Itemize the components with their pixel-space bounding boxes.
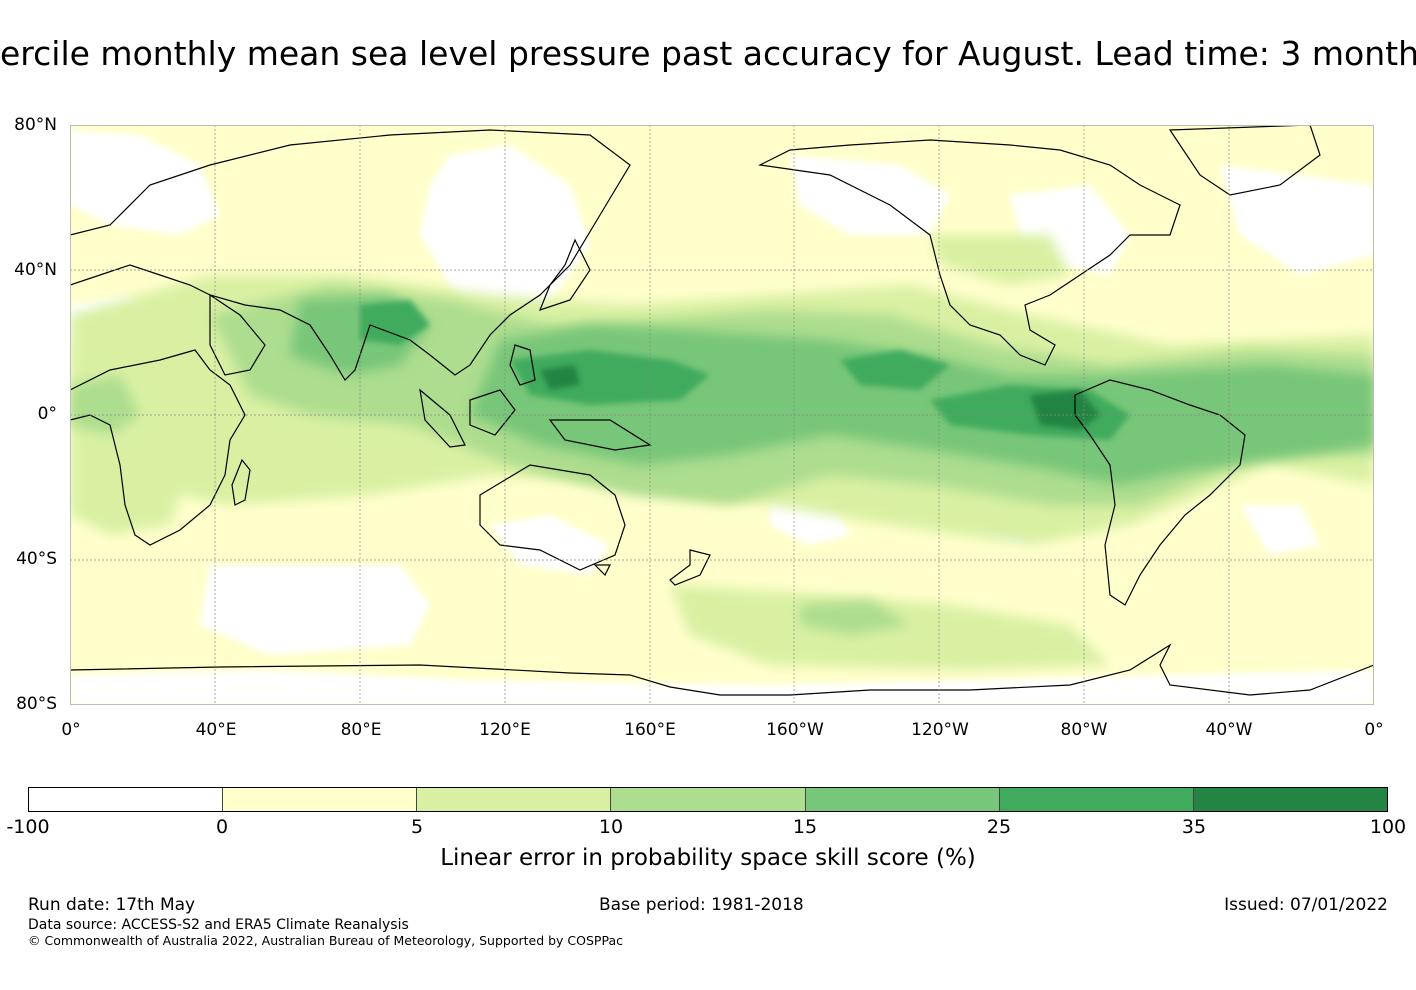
skill-band-35-100 <box>540 365 1100 430</box>
north-america-coast <box>758 139 1181 366</box>
madagascar-coast <box>231 458 251 506</box>
run-date: Run date: 17th May <box>28 895 196 915</box>
lon-label-120w: 120°W <box>911 720 969 740</box>
lon-label-80w: 80°W <box>1060 720 1108 740</box>
colorbar-segment-5 <box>805 788 1000 811</box>
africa-coast <box>70 349 246 546</box>
issued-date: Issued: 07/01/2022 <box>1224 895 1388 915</box>
colorbar-tick: 35 <box>1181 816 1207 838</box>
australia-coast <box>479 464 626 571</box>
lat-label-0: 0° <box>37 404 57 424</box>
colorbar <box>28 787 1388 812</box>
colorbar-segment-3 <box>417 788 612 811</box>
skill-band-25-35 <box>360 300 1130 440</box>
colorbar-tick: 15 <box>792 816 818 838</box>
skill-map <box>70 125 1374 705</box>
colorbar-tick: 10 <box>598 816 624 838</box>
coastlines <box>70 125 1374 696</box>
lat-label-80s: 80°S <box>16 694 57 714</box>
colorbar-segment-1 <box>29 788 224 811</box>
lon-label-160e: 160°E <box>624 720 676 740</box>
data-source: Data source: ACCESS-S2 and ERA5 Climate … <box>28 917 409 933</box>
antarctica-coast <box>70 643 1374 696</box>
sumatra-coast <box>419 388 466 448</box>
lat-label-80n: 80°N <box>14 115 57 135</box>
lat-label-40n: 40°N <box>14 260 57 280</box>
new-guinea-coast <box>548 419 652 451</box>
lon-label-0-right: 0° <box>1364 720 1384 740</box>
arabia-coast <box>209 293 266 376</box>
lon-label-40w: 40°W <box>1205 720 1253 740</box>
graticule <box>70 125 1374 705</box>
colorbar-segment-4 <box>611 788 806 811</box>
skill-map-canvas <box>70 125 1374 705</box>
south-america-coast <box>1074 379 1246 606</box>
map-frame <box>70 125 1374 705</box>
greenland-coast <box>1168 125 1321 196</box>
tasmania-coast <box>593 564 611 577</box>
lon-label-40e: 40°E <box>195 720 237 740</box>
lon-label-80e: 80°E <box>340 720 382 740</box>
colorbar-tick: -100 <box>6 816 50 838</box>
lon-label-0-left: 0° <box>61 720 81 740</box>
colorbar-segment-7 <box>1193 788 1387 811</box>
lon-label-120e: 120°E <box>479 720 531 740</box>
lon-label-160w: 160°W <box>766 720 824 740</box>
colorbar-tick: 25 <box>986 816 1012 838</box>
lat-label-40s: 40°S <box>16 549 57 569</box>
copyright: © Commonwealth of Australia 2022, Austra… <box>28 933 623 948</box>
nz-coast <box>669 549 711 586</box>
map-title: ercile monthly mean sea level pressure p… <box>0 34 1416 73</box>
colorbar-tick: 0 <box>215 816 229 838</box>
colorbar-label: Linear error in probability space skill … <box>440 845 976 871</box>
colorbar-tick: 100 <box>1369 816 1407 838</box>
base-period: Base period: 1981-2018 <box>599 895 804 915</box>
colorbar-segment-6 <box>999 788 1194 811</box>
colorbar-segment-2 <box>223 788 418 811</box>
colorbar-tick: 5 <box>410 816 424 838</box>
philippines-coast <box>509 344 536 386</box>
